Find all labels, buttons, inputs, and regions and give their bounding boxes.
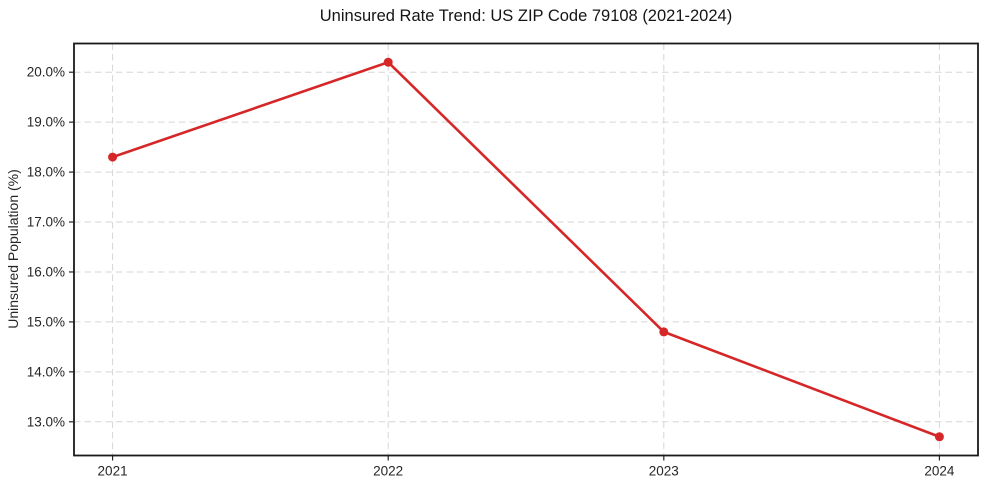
y-tick-label: 16.0% (27, 264, 65, 279)
y-tick-label: 15.0% (27, 314, 65, 329)
y-tick-label: 19.0% (27, 115, 65, 130)
axes-frame (73, 42, 979, 457)
y-tick-label: 18.0% (27, 165, 65, 180)
data-point (934, 432, 944, 442)
chart-title: Uninsured Rate Trend: US ZIP Code 79108 … (319, 7, 733, 25)
x-tick-label: 2023 (649, 464, 679, 479)
x-tick-label: 2022 (373, 464, 403, 479)
y-tick-label: 14.0% (27, 364, 65, 379)
data-point (108, 152, 118, 162)
data-point (659, 327, 669, 337)
x-tick-label: 2021 (98, 464, 128, 479)
y-tick-label: 20.0% (27, 65, 65, 80)
data-point (383, 57, 393, 67)
y-tick-label: 17.0% (27, 215, 65, 230)
trend-line (111, 60, 941, 439)
y-tick-label: 13.0% (27, 414, 65, 429)
x-tick-label: 2024 (924, 464, 955, 479)
